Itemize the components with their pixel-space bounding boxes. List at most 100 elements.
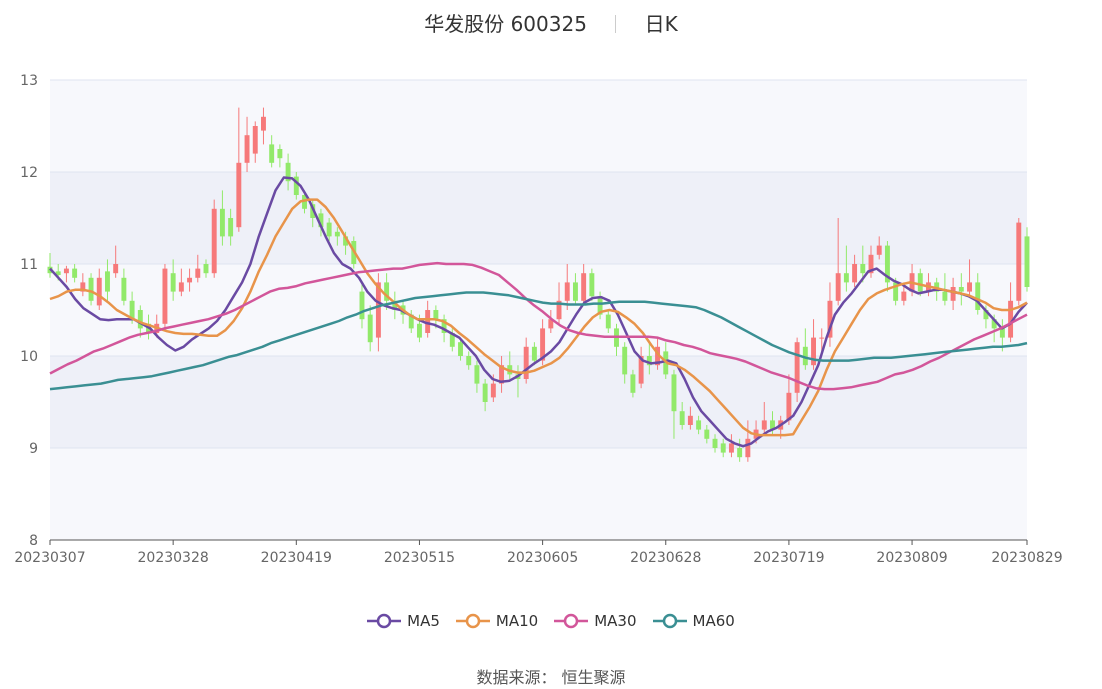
candle-body [162, 268, 168, 324]
x-tick-label: 20230419 [261, 550, 332, 566]
candle-body [285, 162, 291, 182]
candle-body [203, 264, 209, 274]
candle-body [761, 420, 767, 430]
candle-body [975, 282, 981, 310]
candle-body [958, 287, 964, 292]
candle-body [252, 126, 258, 154]
ma60-line [49, 291, 1028, 391]
candle-body [474, 365, 480, 384]
candle-body [548, 319, 554, 329]
candle-body [967, 282, 972, 292]
candle-body [490, 383, 496, 398]
candle-body [638, 356, 644, 384]
grid-band [50, 80, 1027, 172]
candle-body [917, 273, 923, 292]
x-tick-label: 20230328 [138, 550, 209, 566]
y-tick-label: 10 [20, 349, 38, 365]
candle-body [687, 415, 693, 425]
candle-body [630, 374, 636, 393]
candle-body [129, 300, 135, 320]
candle-body [786, 392, 792, 421]
x-tick-label: 20230829 [991, 550, 1062, 566]
candle-body [326, 222, 332, 237]
candle-body [334, 231, 340, 237]
candle-body [392, 300, 398, 310]
candle-body [343, 236, 349, 246]
x-tick-label: 20230628 [630, 550, 701, 566]
legend-marker-icon [652, 613, 687, 629]
candle-body [843, 273, 849, 283]
legend-item-ma30[interactable]: MA30 [554, 612, 637, 630]
legend-marker-icon [554, 613, 589, 629]
legend-label: MA30 [594, 612, 637, 630]
candle-body [1008, 300, 1014, 338]
candle-body [113, 264, 119, 274]
x-tick-label: 20230515 [384, 550, 455, 566]
y-tick-label: 9 [29, 441, 38, 457]
legend-item-ma60[interactable]: MA60 [652, 612, 735, 630]
y-tick-label: 12 [20, 165, 38, 181]
ma30-line [49, 261, 1028, 391]
candle-body [523, 346, 529, 379]
candle-body [794, 342, 800, 393]
candle-body [170, 273, 176, 292]
candle-body [819, 337, 825, 339]
candle-body [441, 319, 447, 333]
candle-body [195, 268, 201, 278]
legend-item-ma5[interactable]: MA5 [367, 612, 440, 630]
candle-body [893, 282, 899, 301]
candle-body [244, 135, 250, 163]
legend-label: MA10 [495, 612, 539, 630]
kline-chart[interactable]: 8 9 10 11 12 13 20230307 20230328 20230419 202305… [0, 0, 1102, 600]
grid-band [50, 448, 1027, 540]
candle-body [121, 277, 127, 301]
candle-body [589, 273, 595, 297]
candle-body [137, 310, 143, 329]
chart-legend: MA5 MA10 MA30 MA60 [0, 612, 1102, 633]
y-tick-label: 11 [20, 257, 38, 273]
candle-body [178, 282, 184, 292]
candle-body [105, 271, 110, 292]
candle-body [187, 277, 193, 283]
legend-item-ma10[interactable]: MA10 [455, 612, 539, 630]
period-label[interactable]: 日K [644, 12, 678, 36]
candle-body [425, 310, 431, 333]
candle-body [983, 310, 989, 320]
candle-body [835, 273, 841, 301]
candle-body [999, 328, 1005, 338]
candle-body [581, 273, 587, 301]
candle-body [63, 268, 69, 274]
candle-body [942, 291, 948, 301]
candle-body [704, 429, 710, 439]
chart-title: 华发股份 600325 日K [0, 8, 1102, 37]
candle-body [499, 365, 505, 384]
candle-body [449, 333, 455, 347]
candle-body [597, 296, 603, 315]
candle-body [236, 162, 242, 228]
x-tick-label: 20230605 [507, 550, 578, 566]
x-tick-label: 20230809 [876, 550, 947, 566]
legend-marker-icon [367, 613, 402, 629]
stock-name: 华发股份 600325 [424, 12, 587, 36]
candle-body [802, 346, 808, 366]
candle-body [269, 144, 275, 163]
candle-body [696, 420, 702, 430]
candle-body [211, 208, 217, 274]
candle-body [868, 254, 874, 274]
candle-body [679, 411, 685, 425]
candle-body [827, 300, 833, 338]
candle-body [277, 149, 283, 159]
candle-body [712, 438, 718, 448]
candle-body [384, 282, 390, 301]
candle-body [80, 282, 86, 292]
candle-body [605, 314, 611, 329]
ma10-line [49, 198, 1028, 437]
candle-body [408, 314, 414, 329]
candle-body [564, 282, 570, 301]
candle-body [720, 443, 726, 453]
candle-body [1016, 222, 1022, 301]
candle-body [622, 346, 628, 375]
candle-body [228, 218, 234, 237]
candle-body [540, 328, 546, 361]
y-tick-label: 13 [20, 73, 38, 89]
